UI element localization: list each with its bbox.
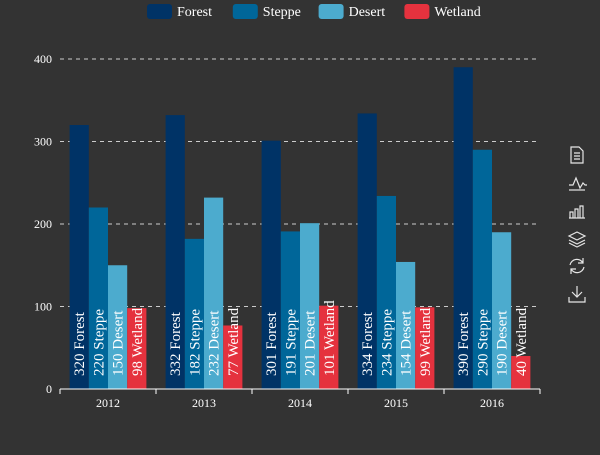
legend-swatch [404,4,430,19]
bar-desert-2015[interactable] [396,261,416,389]
y-tick-label: 100 [34,300,52,314]
data-label: 290 Steppe [475,309,491,376]
data-label: 390 Forest [456,311,472,376]
bar-desert-2014[interactable] [300,223,320,389]
legend-item-steppe[interactable]: Steppe [232,4,301,20]
data-label: 191 Steppe [283,309,299,376]
bar-desert-2013[interactable] [204,197,224,389]
bar-forest-2015[interactable] [357,113,377,389]
y-tick-label: 200 [34,217,52,231]
stack-icon[interactable] [567,231,587,248]
legend-swatch [147,4,172,19]
data-labels: 320 Forest 220 Steppe 150 Desert 98 Wetland… [72,300,530,376]
x-axis: 2012 2013 2014 2015 2016 [59,388,541,410]
bar-steppe-2012[interactable] [88,207,108,390]
data-label: 154 Desert [399,310,415,376]
data-label: 101 Wetland [322,300,338,376]
restore-icon[interactable] [569,258,585,274]
bar-desert-2012[interactable] [108,265,128,389]
data-view-icon[interactable] [570,146,584,164]
data-label: 98 Wetland [130,307,146,376]
data-label: 201 Desert [303,310,319,376]
legend-label: Desert [349,5,386,20]
data-label: 190 Desert [495,310,511,376]
data-label: 220 Steppe [91,309,107,376]
bar-desert-2016[interactable] [492,232,512,389]
bar-steppe-2013[interactable] [184,238,204,389]
legend-label: Wetland [434,5,480,20]
bars [69,67,531,390]
data-label: 334 Forest [360,311,376,376]
y-tick-label: 0 [46,382,52,396]
bar-steppe-2015[interactable] [376,195,396,389]
data-label: 320 Forest [72,311,88,376]
legend-item-wetland[interactable]: Wetland [404,4,481,20]
legend-label: Forest [177,5,212,20]
bar-wetland-2013[interactable] [223,325,243,389]
bar-forest-2012[interactable] [69,125,89,389]
y-axis: 0 100 200 300 400 [34,52,52,396]
bar-wetland-2012[interactable] [127,308,147,389]
data-label: 301 Forest [264,311,280,376]
data-label: 332 Forest [168,311,184,376]
bar-forest-2014[interactable] [261,140,281,389]
legend: Forest Steppe Desert Wetland [147,4,481,20]
x-tick-label: 2013 [192,396,216,410]
data-label: 40 Wetland [514,307,530,376]
legend-swatch [318,4,344,19]
bar-wetland-2016[interactable] [511,356,531,389]
y-tick-label: 400 [34,52,52,66]
x-tick-label: 2016 [480,396,504,410]
y-tick-label: 300 [34,135,52,149]
bar-wetland-2014[interactable] [319,305,339,389]
data-label: 77 Wetland [226,307,242,376]
bar-forest-2013[interactable] [165,115,185,389]
line-chart-icon[interactable] [569,176,587,191]
bar-wetland-2015[interactable] [415,307,435,389]
bar-forest-2016[interactable] [453,67,473,389]
x-tick-label: 2012 [96,396,120,410]
legend-item-forest[interactable]: Forest [147,4,212,20]
data-label: 150 Desert [111,310,127,376]
data-label: 234 Steppe [379,309,395,376]
x-tick-label: 2015 [384,396,408,410]
x-tick-label: 2014 [288,396,312,410]
bar-steppe-2014[interactable] [280,231,300,389]
save-image-icon[interactable] [568,286,586,303]
bar-chart-icon[interactable] [569,205,585,219]
data-label: 182 Steppe [187,309,203,376]
data-label: 99 Wetland [418,307,434,376]
data-label: 232 Desert [207,310,223,376]
legend-swatch [232,4,258,19]
legend-label: Steppe [263,5,301,20]
legend-item-desert[interactable]: Desert [318,4,386,20]
toolbox [567,146,587,303]
bar-steppe-2016[interactable] [472,149,492,389]
